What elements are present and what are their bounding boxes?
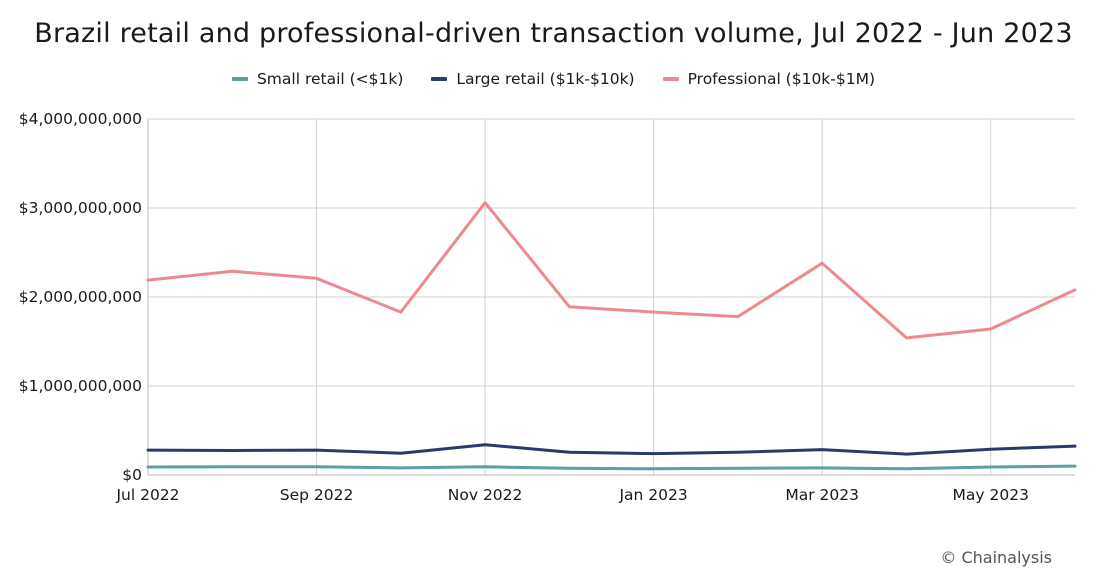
legend-item-professional: Professional ($10k-$1M) — [662, 70, 876, 88]
legend: Small retail (<$1k) Large retail ($1k-$1… — [0, 70, 1107, 88]
x-tick-label: Jan 2023 — [618, 486, 687, 504]
source-credit: © Chainalysis — [940, 548, 1052, 567]
x-tick-label: Mar 2023 — [785, 486, 859, 504]
y-tick-label: $4,000,000,000 — [19, 110, 142, 128]
series-line-professional — [146, 201, 1077, 340]
legend-swatch-professional — [662, 77, 679, 81]
chart-title: Brazil retail and professional-driven tr… — [34, 18, 1073, 49]
legend-swatch-small-retail — [231, 77, 248, 81]
x-tick-label: Jul 2022 — [115, 486, 179, 504]
y-tick-label: $3,000,000,000 — [19, 199, 142, 217]
legend-item-small-retail: Small retail (<$1k) — [231, 70, 404, 88]
y-tick-label: $0 — [122, 466, 142, 484]
legend-item-large-retail: Large retail ($1k-$10k) — [431, 70, 635, 88]
series-line-large-retail — [146, 443, 1077, 456]
y-tick-label: $1,000,000,000 — [19, 377, 142, 395]
x-tick-label: Sep 2022 — [280, 486, 354, 504]
legend-label-small-retail: Small retail (<$1k) — [256, 70, 404, 88]
series-line-small-retail — [146, 464, 1077, 471]
legend-label-large-retail: Large retail ($1k-$10k) — [456, 70, 635, 88]
legend-swatch-large-retail — [431, 77, 448, 81]
legend-label-professional: Professional ($10k-$1M) — [687, 70, 876, 88]
x-tick-label: Nov 2022 — [448, 486, 523, 504]
x-tick-label: May 2023 — [953, 486, 1029, 504]
y-tick-label: $2,000,000,000 — [19, 288, 142, 306]
